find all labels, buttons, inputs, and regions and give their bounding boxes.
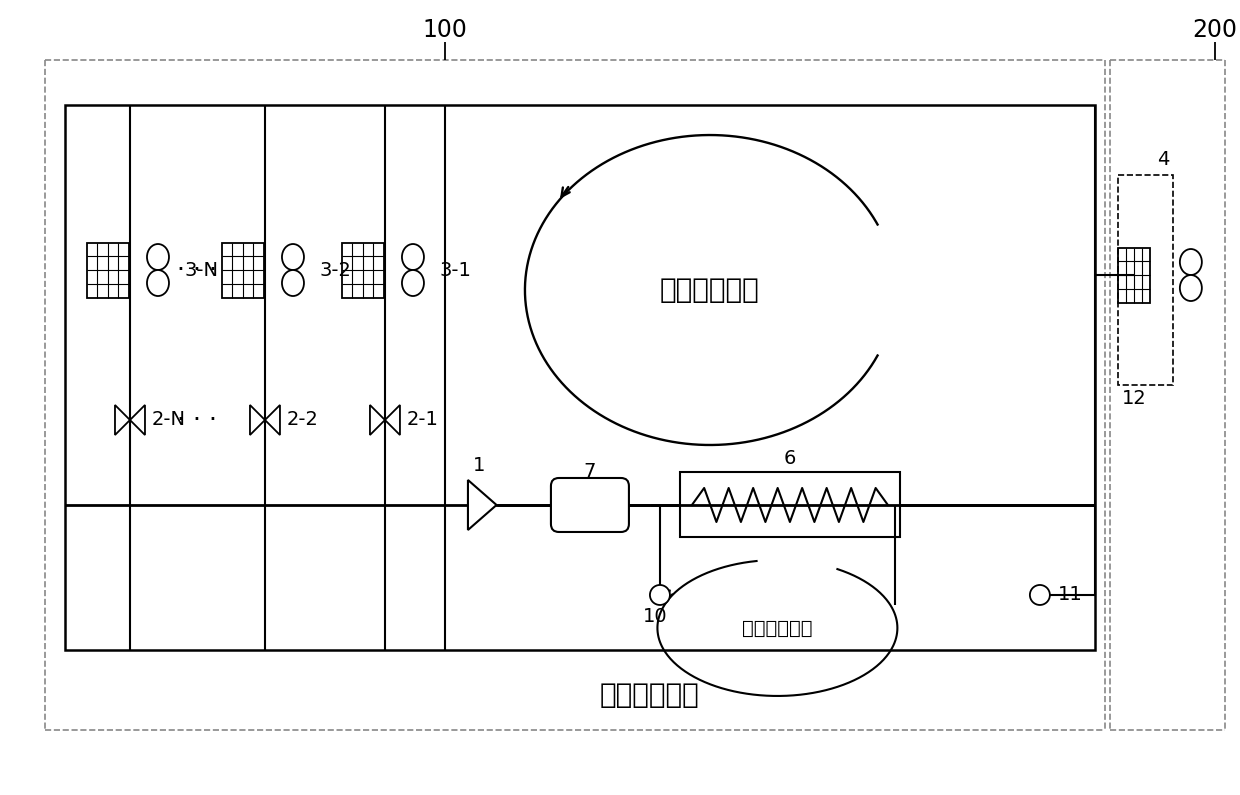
Bar xyxy=(1118,175,1173,385)
FancyBboxPatch shape xyxy=(551,478,629,532)
Ellipse shape xyxy=(148,270,169,296)
Bar xyxy=(680,472,900,537)
Text: 2-1: 2-1 xyxy=(407,410,439,429)
Text: 10: 10 xyxy=(642,607,667,626)
Ellipse shape xyxy=(1179,249,1202,275)
Text: · · ·: · · · xyxy=(177,408,217,432)
Polygon shape xyxy=(115,405,130,435)
Text: · · ·: · · · xyxy=(177,258,217,282)
Bar xyxy=(222,242,264,297)
Text: 外接辅助冷源: 外接辅助冷源 xyxy=(600,681,699,709)
Bar xyxy=(1118,247,1149,303)
Polygon shape xyxy=(384,405,401,435)
Bar xyxy=(87,242,129,297)
Text: 100: 100 xyxy=(423,18,467,42)
Text: 热管循环系统: 热管循环系统 xyxy=(660,276,760,304)
Text: 辅助冷源系统: 辅助冷源系统 xyxy=(743,619,812,638)
Bar xyxy=(342,242,384,297)
Text: 2-N: 2-N xyxy=(153,410,186,429)
Ellipse shape xyxy=(281,270,304,296)
Circle shape xyxy=(650,585,670,605)
Polygon shape xyxy=(250,405,265,435)
Circle shape xyxy=(1030,585,1050,605)
Ellipse shape xyxy=(148,244,169,270)
Text: 200: 200 xyxy=(1193,18,1238,42)
Text: 7: 7 xyxy=(584,463,596,482)
Text: 4: 4 xyxy=(1157,149,1169,169)
Polygon shape xyxy=(370,405,384,435)
Text: 11: 11 xyxy=(1058,585,1083,604)
Ellipse shape xyxy=(281,244,304,270)
Ellipse shape xyxy=(1179,275,1202,301)
Polygon shape xyxy=(130,405,145,435)
Text: 12: 12 xyxy=(1121,390,1146,409)
Text: 3-1: 3-1 xyxy=(440,261,472,280)
Text: 3-N: 3-N xyxy=(185,261,219,280)
Ellipse shape xyxy=(402,244,424,270)
Text: 3-2: 3-2 xyxy=(320,261,352,280)
Polygon shape xyxy=(265,405,280,435)
Polygon shape xyxy=(467,480,496,530)
Text: 2-2: 2-2 xyxy=(286,410,319,429)
Bar xyxy=(64,105,1095,650)
Text: 1: 1 xyxy=(472,456,485,475)
Text: 6: 6 xyxy=(784,449,796,468)
Ellipse shape xyxy=(402,270,424,296)
